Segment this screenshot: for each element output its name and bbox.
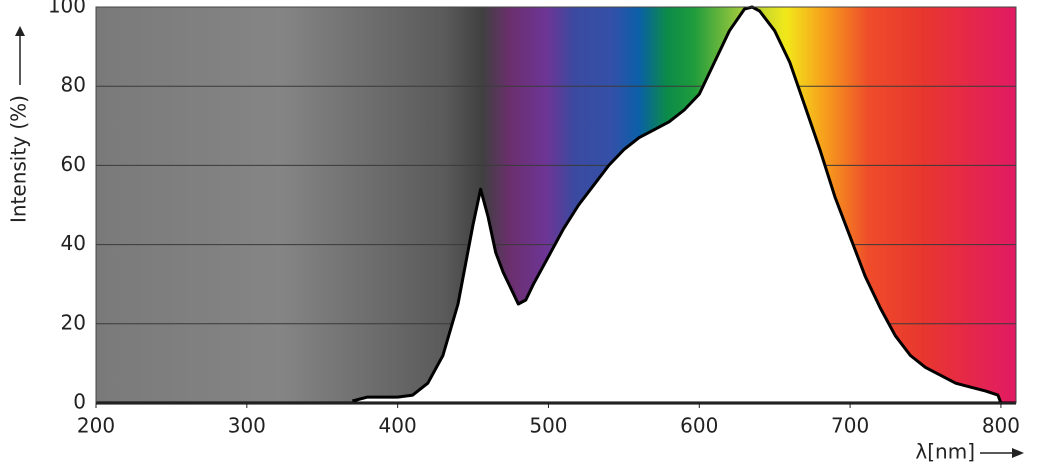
y-tick-label: 100 xyxy=(48,0,86,18)
y-axis-label: Intensity (%) xyxy=(7,95,31,223)
y-tick-label: 80 xyxy=(61,73,86,97)
x-axis-label: λ[nm] xyxy=(915,440,975,464)
x-tick-label: 800 xyxy=(982,414,1020,438)
x-tick-label: 500 xyxy=(529,414,567,438)
y-axis-arrowhead xyxy=(15,26,25,36)
x-tick-label: 400 xyxy=(379,414,417,438)
plot-frame xyxy=(95,6,1017,404)
x-tick-label: 600 xyxy=(680,414,718,438)
area-fill xyxy=(352,7,1001,403)
y-tick-label: 60 xyxy=(61,152,86,176)
y-tick-label: 0 xyxy=(73,390,86,414)
x-axis-arrowhead xyxy=(1012,448,1024,458)
x-tick-label: 700 xyxy=(831,414,869,438)
x-tick-label: 300 xyxy=(228,414,266,438)
x-tick-label: 200 xyxy=(77,414,115,438)
y-tick-label: 40 xyxy=(61,231,86,255)
y-tick-label: 20 xyxy=(61,310,86,334)
area-line xyxy=(352,5,1003,404)
